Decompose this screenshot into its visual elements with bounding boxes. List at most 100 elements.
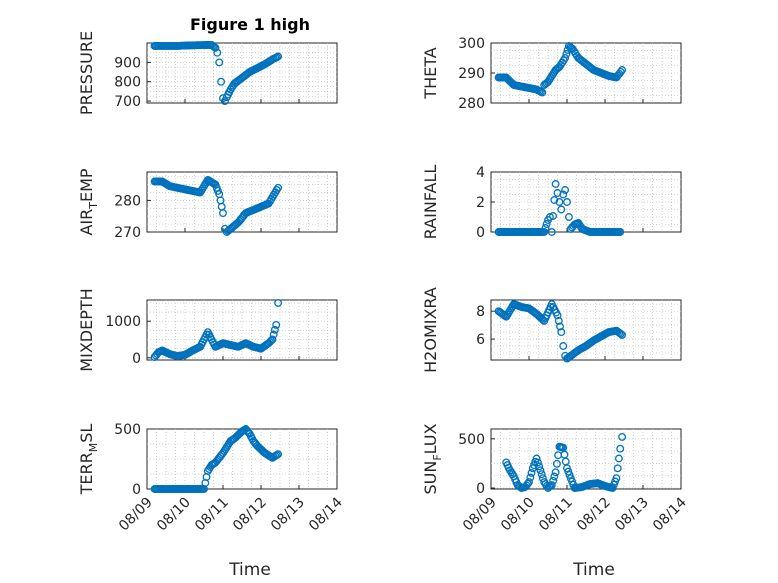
x-axis-label-right: Time [572, 560, 615, 580]
data-point [562, 50, 571, 58]
x-tick-label: 08/13 [268, 495, 308, 535]
subplot-mixdepth: 1000 0 MIXDEPTH [77, 288, 338, 372]
y-tick-label: 4 [476, 165, 485, 181]
data-point [613, 464, 622, 473]
data-point [616, 228, 625, 236]
x-tick-label: 08/12 [574, 495, 614, 535]
data-point [563, 198, 571, 206]
x-tick-label: 08/10 [498, 495, 538, 535]
data-point [274, 183, 283, 192]
data-point [557, 328, 566, 337]
y-tick-label: 0 [132, 351, 141, 367]
data-point [540, 228, 549, 236]
data-point [213, 48, 222, 57]
data-point [535, 462, 544, 471]
subplot-rainfall: 4 2 0 RAINFALL [421, 165, 682, 241]
data-point [217, 77, 226, 86]
data-point [274, 298, 283, 307]
y-tick-label: 900 [114, 55, 141, 71]
data-point [547, 481, 556, 490]
data-point [554, 316, 563, 325]
data-point [537, 470, 546, 479]
data-point [211, 43, 220, 52]
y-tick-label: 500 [458, 432, 485, 448]
data-point [552, 459, 561, 468]
data-point [616, 444, 625, 453]
data-point [270, 325, 279, 334]
subplot-air-temp: 280 270 AIRTEMP [77, 168, 338, 241]
data-point [525, 478, 533, 487]
y-tick-label: 0 [132, 482, 141, 498]
data-point [618, 330, 627, 339]
y-axis-label: AIRTEMP [77, 168, 100, 235]
y-axis-label: TERRMSL [77, 424, 100, 496]
x-tick-label: 08/12 [230, 495, 270, 535]
y-tick-label: 1000 [105, 314, 141, 330]
data-point [551, 180, 560, 188]
data-point [555, 198, 564, 206]
data-point [561, 54, 570, 62]
y-tick-label: 700 [114, 94, 141, 110]
subplot-pressure: 900 800 700 PRESSURE [77, 31, 338, 115]
data-point [532, 454, 541, 463]
data-point [542, 220, 551, 228]
data-point [272, 320, 281, 329]
y-tick-label: 8 [476, 304, 485, 320]
data-point [553, 311, 562, 320]
data-point [549, 476, 558, 485]
y-axis-label: SUNFLUX [421, 423, 444, 494]
x-tick-label: 08/10 [154, 495, 194, 535]
subplot-h2omixra: 8 6 H2OMIXRA [421, 287, 682, 373]
data-point [274, 52, 283, 61]
y-axis-label: THETA [421, 47, 440, 99]
y-tick-label: 800 [114, 75, 141, 91]
x-tick-label: 08/14 [306, 494, 346, 534]
data-point [538, 88, 547, 97]
data-point [618, 432, 627, 441]
data-point [616, 329, 625, 338]
y-tick-label: 500 [114, 422, 141, 438]
x-tick-label: 08/09 [460, 495, 500, 535]
figure-title: Figure 1 high [190, 15, 310, 34]
data-point [523, 479, 532, 488]
y-tick-label: 280 [458, 96, 485, 112]
y-axis-label: PRESSURE [77, 31, 96, 115]
x-tick-label: 08/11 [192, 495, 232, 535]
data-point [536, 466, 545, 475]
data-point [547, 228, 556, 236]
y-axis-label: H2OMIXRA [421, 287, 440, 373]
x-tick-label: 08/11 [536, 495, 576, 535]
y-tick-label: 270 [114, 225, 141, 241]
data-point [219, 209, 227, 218]
data-point [269, 330, 278, 339]
data-point [551, 468, 560, 477]
data-point [268, 335, 277, 344]
data-point [265, 338, 274, 346]
data-point [526, 473, 535, 482]
y-tick-label: 300 [458, 36, 485, 52]
data-point [561, 186, 570, 194]
data-point [541, 224, 550, 232]
x-tick-label: 08/09 [116, 495, 156, 535]
data-point [550, 472, 559, 481]
data-point [612, 474, 621, 483]
y-axis-label: MIXDEPTH [77, 288, 96, 371]
data-point [220, 97, 229, 106]
data-point [618, 66, 627, 74]
data-point [564, 213, 573, 221]
x-tick-label: 08/13 [612, 495, 652, 535]
y-tick-label: 290 [458, 66, 485, 82]
x-axis-label-left: Time [228, 560, 271, 580]
data-point [549, 212, 558, 220]
y-tick-label: 280 [114, 193, 141, 209]
y-tick-label: 0 [476, 225, 485, 241]
data-point [215, 58, 224, 67]
data-point [533, 458, 542, 467]
data-point [556, 322, 564, 331]
y-tick-label: 6 [476, 332, 485, 348]
subplot-theta: 300 290 280 THETA [421, 36, 682, 112]
data-point [614, 454, 623, 463]
